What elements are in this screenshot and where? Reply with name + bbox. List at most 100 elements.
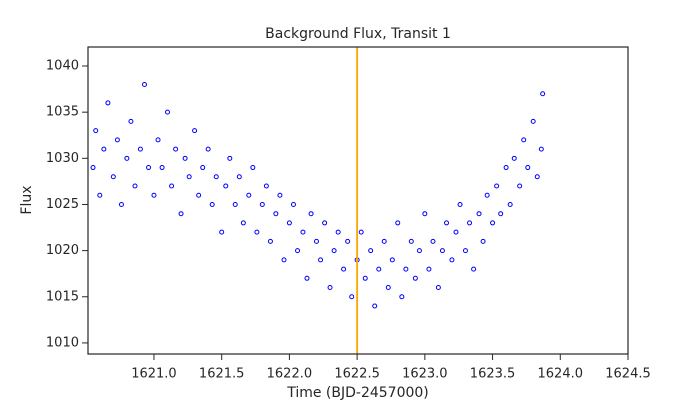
data-point xyxy=(412,275,418,281)
data-point xyxy=(335,229,341,235)
data-point xyxy=(213,174,219,180)
data-point xyxy=(281,257,287,263)
data-point xyxy=(200,165,206,171)
data-point xyxy=(137,146,143,152)
data-point xyxy=(534,174,540,180)
plot-frame xyxy=(87,46,629,355)
data-point xyxy=(173,146,179,152)
data-point xyxy=(399,294,405,300)
data-point xyxy=(97,192,103,198)
y-axis-label: Flux xyxy=(19,185,35,214)
data-point xyxy=(295,248,301,254)
x-tick-label: 1623.0 xyxy=(402,367,448,382)
data-point xyxy=(182,155,188,161)
data-point xyxy=(422,211,428,217)
data-point xyxy=(227,155,233,161)
data-point xyxy=(376,266,382,272)
data-point xyxy=(381,238,387,244)
data-point xyxy=(525,165,531,171)
data-point xyxy=(426,266,432,272)
data-point xyxy=(453,229,459,235)
data-point xyxy=(358,229,364,235)
x-tick-label: 1622.5 xyxy=(334,367,380,382)
data-point xyxy=(308,211,314,217)
data-point xyxy=(205,146,211,152)
data-point xyxy=(273,211,279,217)
data-point xyxy=(267,238,273,244)
data-point xyxy=(118,201,124,207)
data-point xyxy=(250,165,256,171)
data-point xyxy=(349,294,355,300)
y-tick-label: 1025 xyxy=(46,197,79,212)
data-point xyxy=(467,220,473,226)
data-point xyxy=(345,238,351,244)
data-point xyxy=(313,238,319,244)
data-point xyxy=(476,211,482,217)
data-point xyxy=(480,238,486,244)
data-point xyxy=(498,211,504,217)
y-tick-label: 1030 xyxy=(46,151,79,166)
data-point xyxy=(240,220,246,226)
data-point xyxy=(484,192,490,198)
data-point xyxy=(151,192,157,198)
data-point xyxy=(395,220,401,226)
data-point xyxy=(530,118,536,124)
y-tick-label: 1010 xyxy=(46,335,79,350)
chart-title: Background Flux, Transit 1 xyxy=(265,26,451,42)
data-point xyxy=(105,100,111,106)
data-point xyxy=(449,257,455,263)
x-tick-label: 1621.5 xyxy=(199,367,245,382)
data-point xyxy=(128,118,134,124)
data-point xyxy=(169,183,175,189)
data-point xyxy=(494,183,500,189)
data-point xyxy=(538,146,544,152)
data-point xyxy=(416,248,422,254)
data-point xyxy=(457,201,463,207)
data-point xyxy=(90,165,96,171)
data-point xyxy=(101,146,107,152)
data-point xyxy=(439,248,445,254)
data-point xyxy=(155,137,161,143)
data-point xyxy=(141,81,147,87)
y-tick-label: 1020 xyxy=(46,243,79,258)
data-point xyxy=(327,285,333,291)
data-point xyxy=(540,91,546,97)
data-point xyxy=(462,248,468,254)
x-tick-label: 1623.5 xyxy=(470,367,516,382)
x-tick-label: 1624.0 xyxy=(538,367,584,382)
data-point xyxy=(490,220,496,226)
data-point xyxy=(368,248,374,254)
data-point xyxy=(385,285,391,291)
x-axis-label: Time (BJD-2457000) xyxy=(286,385,429,400)
data-point xyxy=(372,303,378,309)
data-point xyxy=(286,220,292,226)
data-point xyxy=(165,109,171,115)
data-point xyxy=(507,201,513,207)
data-point xyxy=(259,201,265,207)
data-point xyxy=(159,165,165,171)
data-point xyxy=(403,266,409,272)
x-tick-label: 1622.0 xyxy=(267,367,313,382)
data-point xyxy=(223,183,229,189)
data-point xyxy=(300,229,306,235)
data-point xyxy=(408,238,414,244)
data-point xyxy=(186,174,192,180)
data-point xyxy=(124,155,130,161)
data-point xyxy=(503,165,509,171)
data-point xyxy=(219,229,225,235)
data-point xyxy=(430,238,436,244)
data-point xyxy=(277,192,283,198)
data-point xyxy=(254,229,260,235)
data-point xyxy=(196,192,202,198)
x-tick-label: 1624.5 xyxy=(605,367,651,382)
data-point xyxy=(521,137,527,143)
y-tick-label: 1015 xyxy=(46,289,79,304)
data-point xyxy=(444,220,450,226)
data-point xyxy=(362,275,368,281)
y-tick-label: 1040 xyxy=(46,59,79,74)
data-point xyxy=(146,165,152,171)
data-point xyxy=(263,183,269,189)
data-point xyxy=(132,183,138,189)
